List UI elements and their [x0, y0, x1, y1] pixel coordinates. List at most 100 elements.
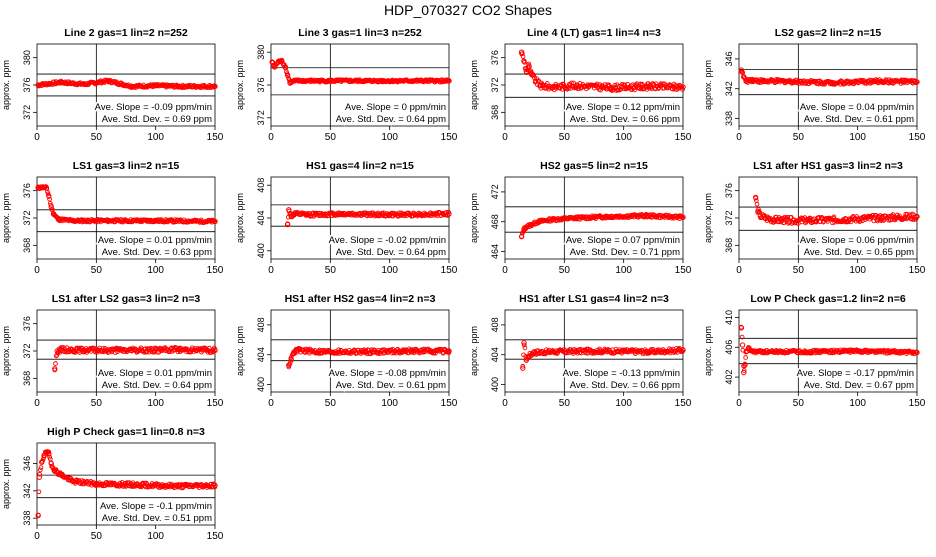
data-point [680, 347, 686, 353]
x-tick-label: 0 [34, 398, 40, 409]
y-tick-label: 376 [22, 183, 32, 198]
panel-title: High P Check gas=1 lin=0.8 n=3 [47, 426, 205, 438]
chart-svg: LS1 gas=3 lin=2 n=15 0 50 100 150 368 372 376 ap… [1, 160, 224, 276]
std-dev-annotation: Ave. Std. Dev. = 0.65 ppm [804, 247, 914, 258]
data-point [830, 220, 835, 226]
data-point [742, 362, 748, 368]
y-tick-label: 376 [22, 77, 32, 92]
x-tick-label: 100 [615, 398, 632, 409]
data-point [288, 213, 294, 220]
y-tick-label: 346 [22, 456, 32, 471]
slope-annotation: Ave. Slope = 0.12 ppm/min [566, 102, 680, 113]
data-point [35, 185, 41, 191]
data-point [878, 218, 884, 223]
data-point [446, 211, 452, 217]
chart-panel: Line 2 gas=1 lin=2 n=252 0 50 100 150 372 376 3… [0, 20, 234, 153]
x-tick-label: 150 [675, 265, 692, 276]
data-series [35, 184, 218, 225]
y-tick-label: 368 [22, 238, 32, 253]
y-tick-label: 404 [256, 347, 266, 362]
x-tick-label: 0 [736, 398, 742, 409]
y-axis-label: approx. ppm [1, 193, 11, 243]
data-point [38, 465, 44, 470]
chart-panel: HS1 gas=4 lin=2 n=15 0 50 100 150 400 404 408 ap… [234, 153, 468, 286]
x-tick-label: 100 [849, 265, 866, 276]
data-point [52, 467, 58, 474]
data-point [523, 357, 530, 363]
x-tick-label: 150 [909, 398, 926, 409]
y-axis-label: approx. ppm [703, 60, 713, 110]
data-point [523, 224, 530, 230]
panel-title: HS1 after HS2 gas=4 lin=2 n=3 [285, 293, 436, 305]
data-point [528, 71, 534, 77]
panel-title: HS2 gas=5 lin=2 n=15 [540, 160, 648, 172]
chart-svg: Line 2 gas=1 lin=2 n=252 0 50 100 150 372 376 3… [1, 27, 224, 143]
y-axis-label: approx. ppm [703, 326, 713, 376]
x-tick-label: 50 [325, 398, 337, 409]
x-tick-label: 50 [91, 398, 103, 409]
data-point [745, 346, 752, 352]
data-point [271, 64, 278, 70]
data-point [284, 221, 291, 228]
data-point [914, 79, 920, 85]
panel-title: HS1 gas=4 lin=2 n=15 [306, 160, 414, 172]
data-point [914, 349, 920, 356]
x-tick-label: 0 [34, 265, 40, 276]
x-tick-label: 0 [502, 398, 508, 409]
data-point [878, 78, 885, 84]
data-point [48, 204, 54, 210]
x-tick-label: 50 [559, 265, 571, 276]
panel-title: LS2 gas=2 lin=2 n=15 [775, 27, 882, 39]
chart-svg: LS1 after LS2 gas=3 lin=2 n=3 0 50 100 150 36… [1, 293, 224, 409]
data-point [549, 216, 556, 223]
chart-svg: High P Check gas=1 lin=0.8 n=3 0 50 100 150 3… [1, 426, 224, 542]
chart-svg: Line 4 (LT) gas=1 lin=4 n=3 0 50 100 150 368 3… [469, 27, 692, 143]
data-point [522, 345, 528, 351]
data-point [680, 84, 686, 90]
y-tick-label: 372 [22, 210, 32, 225]
data-point [680, 87, 685, 92]
y-tick-label: 376 [490, 50, 500, 65]
x-tick-label: 50 [793, 398, 805, 409]
data-point [152, 82, 159, 89]
data-point [315, 349, 322, 355]
data-point [39, 459, 45, 465]
x-tick-label: 150 [207, 132, 224, 143]
data-point [741, 74, 747, 80]
data-point [573, 82, 579, 89]
data-point [47, 196, 52, 202]
data-point [670, 86, 675, 92]
y-axis-label: approx. ppm [469, 60, 479, 110]
data-series [518, 49, 686, 93]
y-axis-label: approx. ppm [235, 60, 245, 110]
data-point [288, 356, 294, 362]
y-tick-label: 402 [724, 370, 734, 385]
y-tick-label: 372 [22, 105, 32, 120]
slope-annotation: Ave. Slope = -0.13 ppm/min [563, 368, 680, 379]
panel-title: Low P Check gas=1.2 lin=2 n=6 [750, 293, 905, 305]
data-point [176, 83, 183, 90]
x-tick-label: 0 [736, 265, 742, 276]
y-tick-label: 404 [256, 210, 266, 225]
data-point [269, 59, 275, 65]
x-tick-label: 150 [207, 398, 224, 409]
data-series [520, 340, 686, 371]
slope-annotation: Ave. Slope = 0 ppm/min [345, 102, 446, 113]
x-tick-label: 100 [147, 398, 164, 409]
std-dev-annotation: Ave. Std. Dev. = 0.64 ppm [102, 380, 212, 391]
x-tick-label: 100 [615, 265, 632, 276]
data-point [743, 78, 749, 84]
std-dev-annotation: Ave. Std. Dev. = 0.66 ppm [570, 380, 680, 391]
data-point [680, 214, 686, 220]
data-point [609, 85, 615, 91]
data-point [771, 217, 778, 223]
data-point [294, 347, 300, 353]
y-tick-label: 342 [724, 81, 734, 96]
x-tick-label: 50 [793, 132, 805, 143]
y-tick-label: 368 [22, 371, 32, 386]
data-point [315, 78, 322, 84]
x-tick-label: 150 [207, 265, 224, 276]
chart-svg: HS2 gas=5 lin=2 n=15 0 50 100 150 464 468 472 ap… [469, 160, 692, 276]
data-point [609, 213, 615, 220]
chart-panel: High P Check gas=1 lin=0.8 n=3 0 50 100 150 3… [0, 419, 234, 552]
